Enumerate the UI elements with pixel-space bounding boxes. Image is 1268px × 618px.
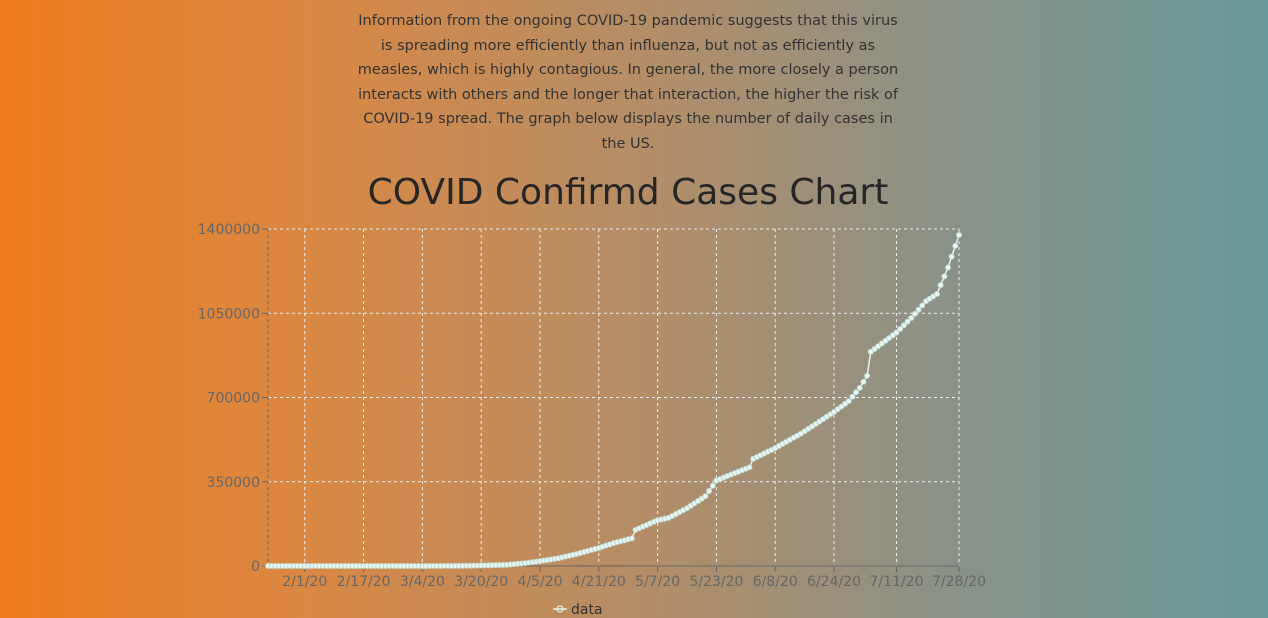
x-tick-label: 4/21/20 xyxy=(572,574,626,590)
series-line xyxy=(268,234,960,567)
y-tick-label: 1400000 xyxy=(198,222,260,238)
x-tick-label: 6/24/20 xyxy=(807,574,861,590)
y-tick-label: 350000 xyxy=(207,475,260,491)
data-point[interactable] xyxy=(944,264,951,271)
data-point[interactable] xyxy=(904,318,911,325)
series-points xyxy=(264,232,963,570)
x-tick-label: 5/23/20 xyxy=(689,574,743,590)
data-point[interactable] xyxy=(933,290,940,297)
x-tick-label: 3/4/20 xyxy=(400,574,445,590)
legend[interactable]: data xyxy=(553,602,603,618)
x-tick-label: 7/11/20 xyxy=(870,574,924,590)
data-point[interactable] xyxy=(702,493,709,500)
data-point[interactable] xyxy=(897,325,904,332)
x-tick-label: 2/17/20 xyxy=(337,574,391,590)
data-point[interactable] xyxy=(908,315,915,322)
grid-lines xyxy=(268,228,960,566)
data-point[interactable] xyxy=(900,322,907,329)
data-point[interactable] xyxy=(941,273,948,280)
data-point[interactable] xyxy=(864,372,871,379)
x-tick-label: 5/7/20 xyxy=(635,574,680,590)
y-tick-label: 1050000 xyxy=(198,306,260,322)
x-tick-label: 2/1/20 xyxy=(282,574,327,590)
data-point[interactable] xyxy=(893,329,900,336)
data-point[interactable] xyxy=(948,253,955,260)
data-point[interactable] xyxy=(915,306,922,313)
series-line-data xyxy=(268,234,960,567)
y-tick-label: 700000 xyxy=(207,391,260,407)
legend-label[interactable]: data xyxy=(571,602,603,618)
data-point[interactable] xyxy=(937,282,944,289)
x-tick-label: 6/8/20 xyxy=(753,574,798,590)
data-point[interactable] xyxy=(628,535,635,542)
data-point[interactable] xyxy=(709,482,716,489)
x-tick-label: 4/5/20 xyxy=(517,574,562,590)
data-point[interactable] xyxy=(853,389,860,396)
data-point[interactable] xyxy=(919,302,926,309)
data-point[interactable] xyxy=(860,378,867,385)
data-point[interactable] xyxy=(746,464,753,471)
legend-dot-icon xyxy=(556,605,564,613)
data-point[interactable] xyxy=(845,398,852,405)
data-point[interactable] xyxy=(706,487,713,494)
data-point[interactable] xyxy=(911,310,918,317)
intro-paragraph: Information from the ongoing COVID-19 pa… xyxy=(357,13,899,152)
data-point[interactable] xyxy=(952,242,959,249)
data-point[interactable] xyxy=(956,232,963,239)
data-point[interactable] xyxy=(856,384,863,391)
y-tick-label: 0 xyxy=(251,559,260,575)
x-tick-label: 7/28/20 xyxy=(932,574,986,590)
chart-title: COVID Confirmd Cases Chart xyxy=(367,172,889,213)
x-tick-label: 3/20/20 xyxy=(454,574,508,590)
data-point[interactable] xyxy=(849,393,856,400)
axes: 0 350000 700000 1050000 1400000 2/1/20 2/17/20… xyxy=(198,222,986,590)
